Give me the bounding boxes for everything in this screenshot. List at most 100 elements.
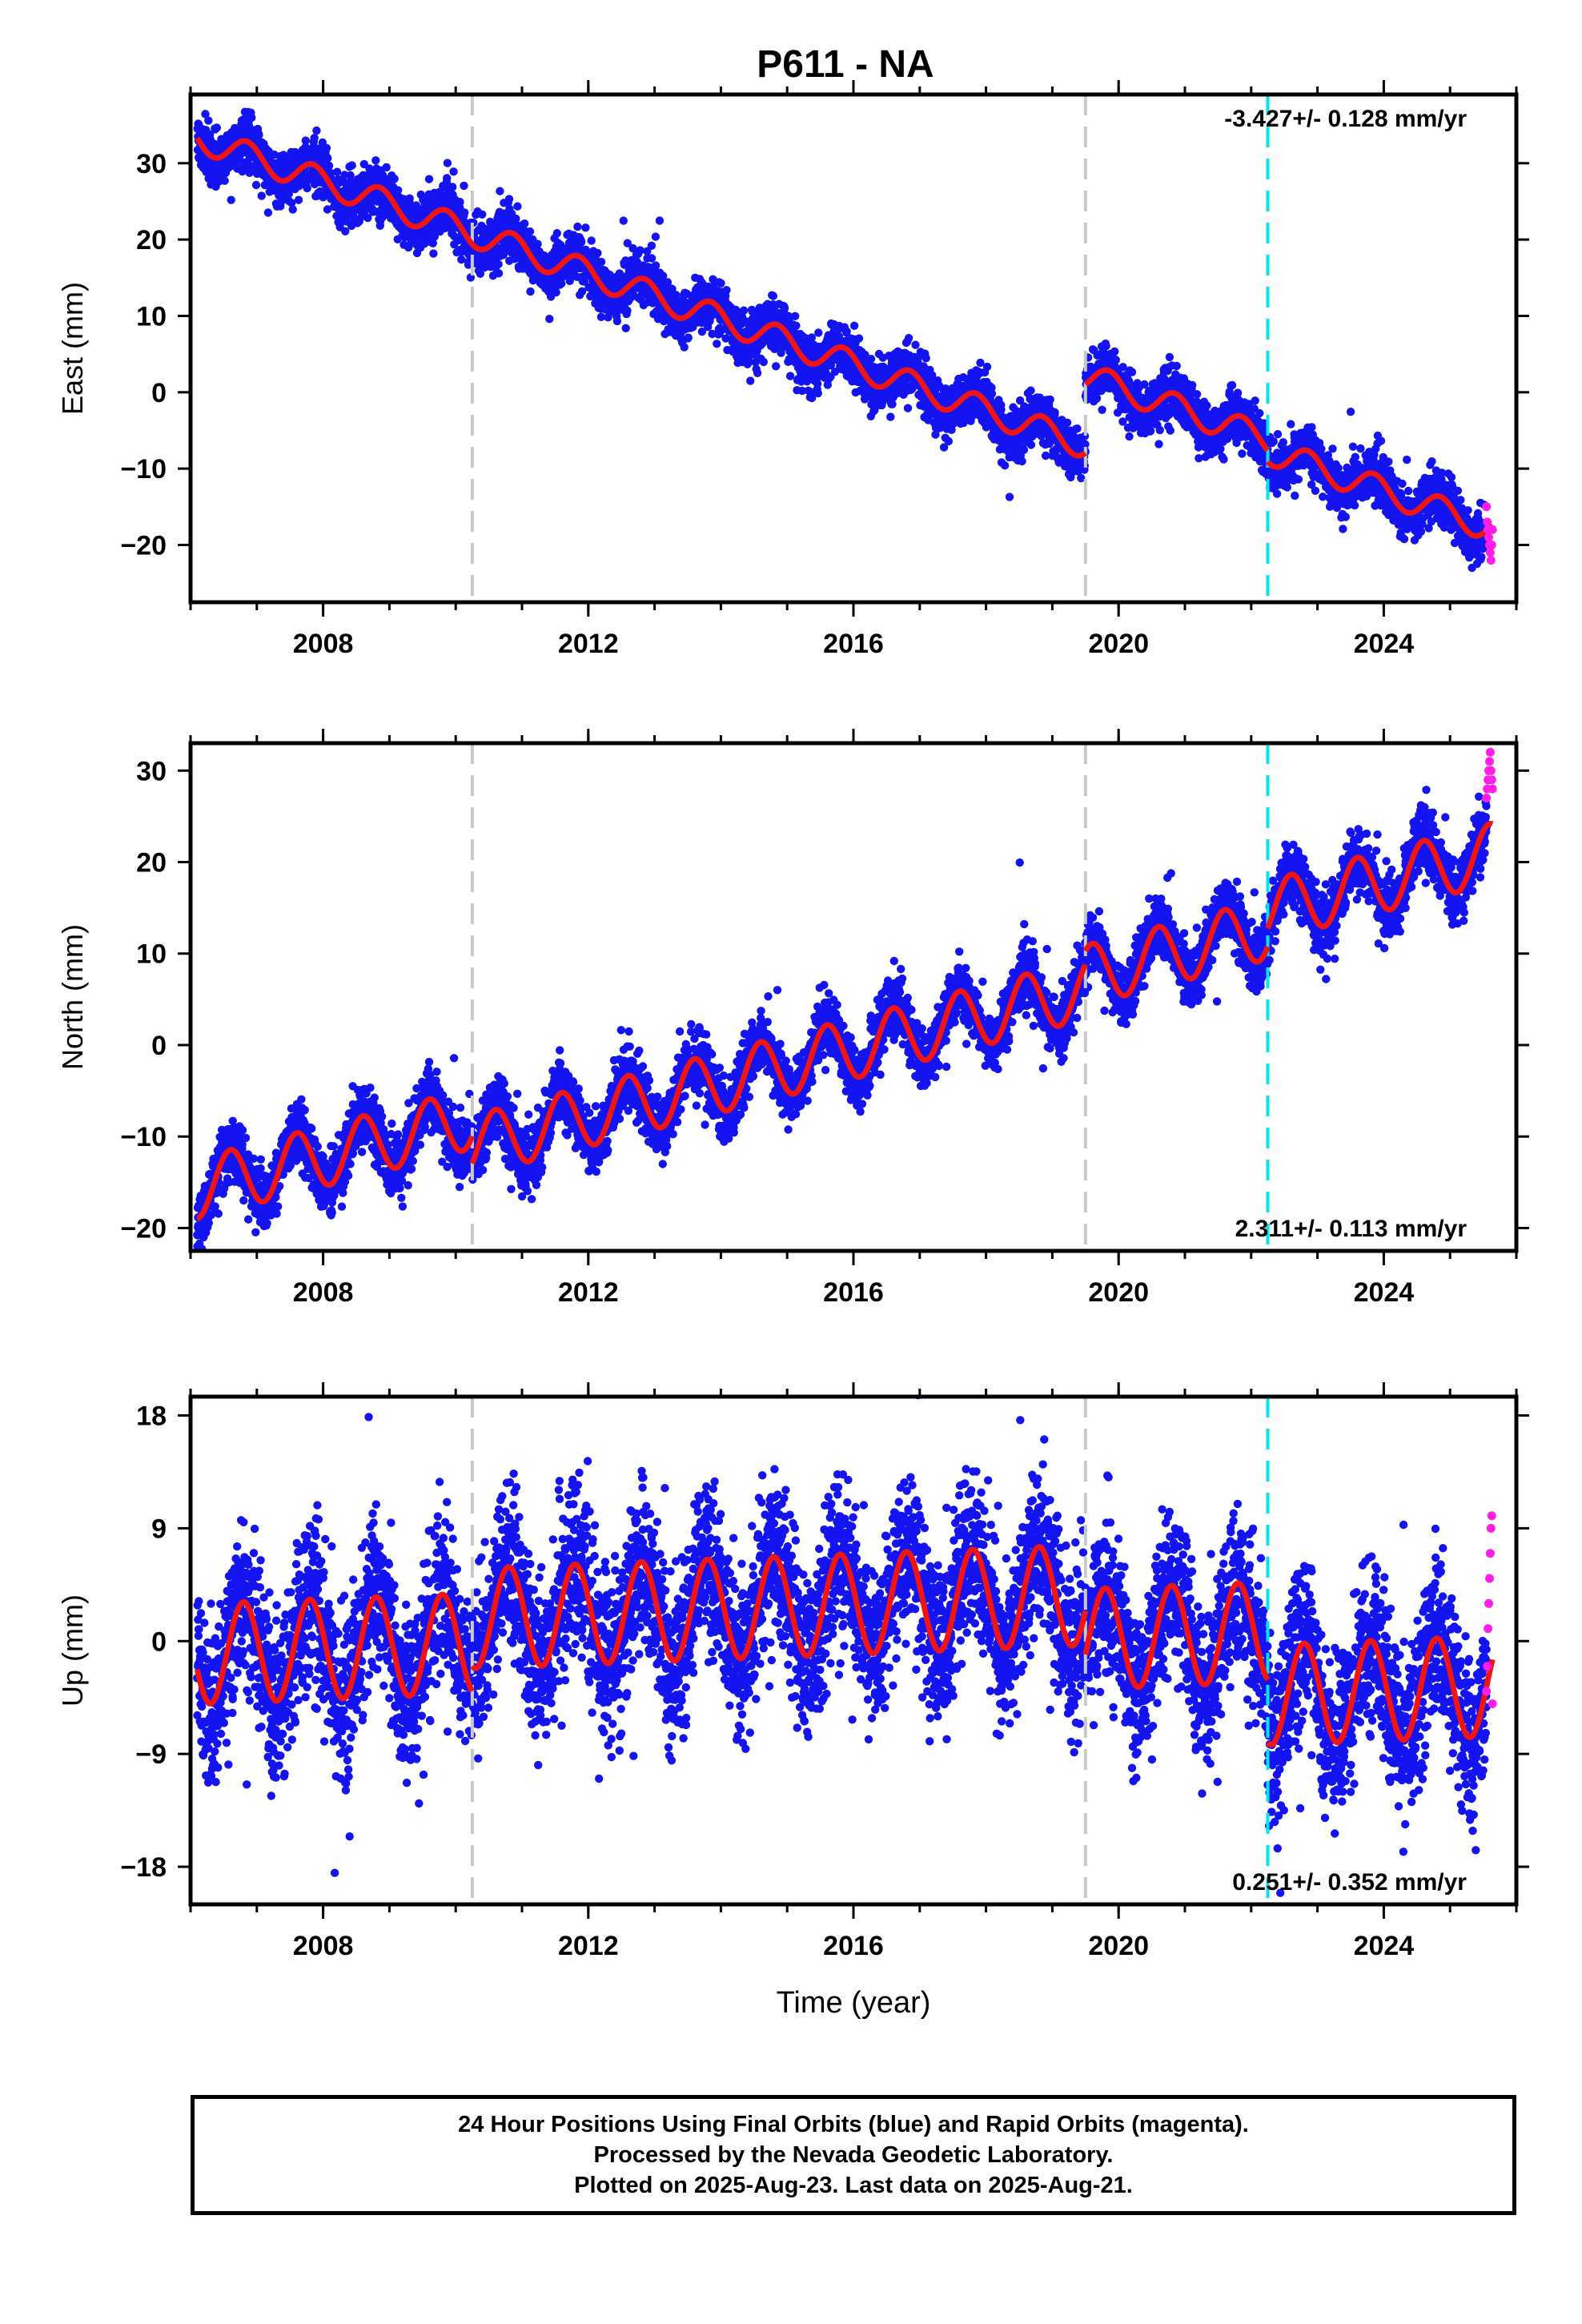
final-orbit-point — [911, 340, 920, 349]
final-orbit-point — [643, 247, 652, 255]
final-orbit-point — [324, 161, 334, 171]
final-orbit-point — [1073, 424, 1082, 433]
final-orbit-point — [903, 404, 913, 412]
final-orbit-point — [636, 246, 644, 255]
final-orbit-point — [390, 175, 399, 183]
final-orbit-point — [748, 308, 757, 316]
final-orbit-point — [412, 201, 421, 210]
final-orbit-point — [580, 277, 589, 286]
final-orbit-point — [341, 227, 350, 235]
final-orbit-point — [287, 199, 296, 207]
final-orbit-point — [1005, 493, 1014, 501]
final-orbit-point — [394, 186, 403, 195]
final-orbit-point — [526, 287, 535, 296]
final-orbit-point — [513, 202, 522, 211]
final-orbit-point — [772, 362, 781, 371]
final-orbit-point — [581, 223, 590, 232]
final-orbit-point — [623, 306, 632, 316]
final-orbit-point — [655, 216, 665, 225]
final-orbit-point — [220, 176, 229, 185]
final-orbit-point — [557, 279, 566, 288]
final-orbit-point — [247, 113, 256, 123]
final-orbit-point — [476, 269, 485, 278]
final-orbit-point — [332, 167, 342, 176]
final-orbit-point — [651, 232, 661, 241]
final-orbit-point — [866, 355, 876, 364]
final-orbit-point — [478, 210, 487, 219]
final-orbit-point — [577, 237, 586, 246]
final-orbit-point — [552, 229, 561, 238]
final-orbit-point — [797, 386, 807, 396]
final-orbit-point — [1125, 432, 1134, 441]
final-orbit-point — [1018, 456, 1026, 466]
final-orbit-point — [628, 243, 637, 253]
final-orbit-point — [684, 333, 693, 342]
final-orbit-point — [504, 195, 514, 203]
final-orbit-point — [310, 134, 319, 143]
final-orbit-point — [944, 436, 954, 446]
final-orbit-point — [251, 180, 261, 190]
final-orbit-point — [596, 312, 606, 321]
final-orbit-point — [263, 208, 273, 217]
final-orbit-point — [713, 340, 721, 348]
final-orbit-point — [545, 315, 554, 324]
final-orbit-point — [987, 389, 997, 398]
final-orbit-point — [1026, 386, 1035, 395]
final-orbit-point — [753, 368, 762, 377]
final-orbit-point — [405, 194, 414, 203]
final-orbit-point — [746, 376, 755, 385]
final-orbit-point — [619, 216, 628, 225]
final-orbit-point — [904, 334, 913, 343]
final-orbit-point — [382, 163, 391, 172]
final-orbit-point — [448, 183, 457, 191]
final-orbit-point — [429, 249, 438, 258]
final-orbit-point — [323, 154, 332, 163]
final-orbit-point — [288, 205, 297, 214]
final-orbit-point — [577, 287, 587, 296]
final-orbit-point — [204, 116, 213, 125]
final-orbit-point — [708, 329, 717, 339]
final-orbit-point — [494, 259, 503, 269]
final-orbit-point — [647, 241, 656, 250]
final-orbit-point — [593, 248, 602, 258]
final-orbit-point — [552, 287, 560, 297]
final-orbit-point — [494, 269, 504, 278]
final-orbit-point — [1127, 368, 1137, 376]
final-orbit-point — [457, 255, 466, 264]
final-orbit-point — [1046, 395, 1054, 404]
final-orbit-point — [347, 161, 356, 170]
final-orbit-point — [257, 191, 266, 200]
final-orbit-point — [745, 357, 754, 366]
final-orbit-point — [785, 372, 795, 380]
final-orbit-point — [496, 187, 504, 195]
final-orbit-point — [997, 405, 1006, 414]
final-orbit-point — [854, 334, 864, 343]
final-orbit-point — [780, 304, 789, 312]
final-orbit-point — [212, 123, 221, 132]
final-orbit-point — [1000, 461, 1010, 470]
final-orbit-points — [193, 107, 1491, 573]
final-orbit-point — [460, 208, 469, 217]
final-orbit-point — [520, 219, 529, 228]
final-orbit-point — [886, 412, 895, 421]
final-orbit-point — [813, 380, 822, 388]
final-orbit-point — [1102, 342, 1110, 351]
final-orbit-point — [651, 261, 661, 270]
final-orbit-point — [668, 284, 677, 293]
final-orbit-point — [1110, 347, 1119, 356]
final-orbit-point — [301, 136, 310, 145]
final-orbit-point — [612, 316, 622, 326]
final-orbit-point — [533, 239, 542, 248]
final-orbit-point — [717, 279, 725, 287]
final-orbit-point — [323, 205, 332, 214]
final-orbit-point — [1026, 440, 1036, 449]
final-orbit-point — [663, 278, 673, 287]
final-orbit-point — [449, 167, 458, 176]
final-orbit-point — [623, 239, 632, 247]
final-orbit-point — [621, 324, 630, 332]
final-orbit-point — [672, 291, 681, 300]
final-orbit-point — [303, 183, 311, 193]
final-orbit-point — [1019, 445, 1029, 454]
final-orbit-point — [443, 174, 452, 183]
